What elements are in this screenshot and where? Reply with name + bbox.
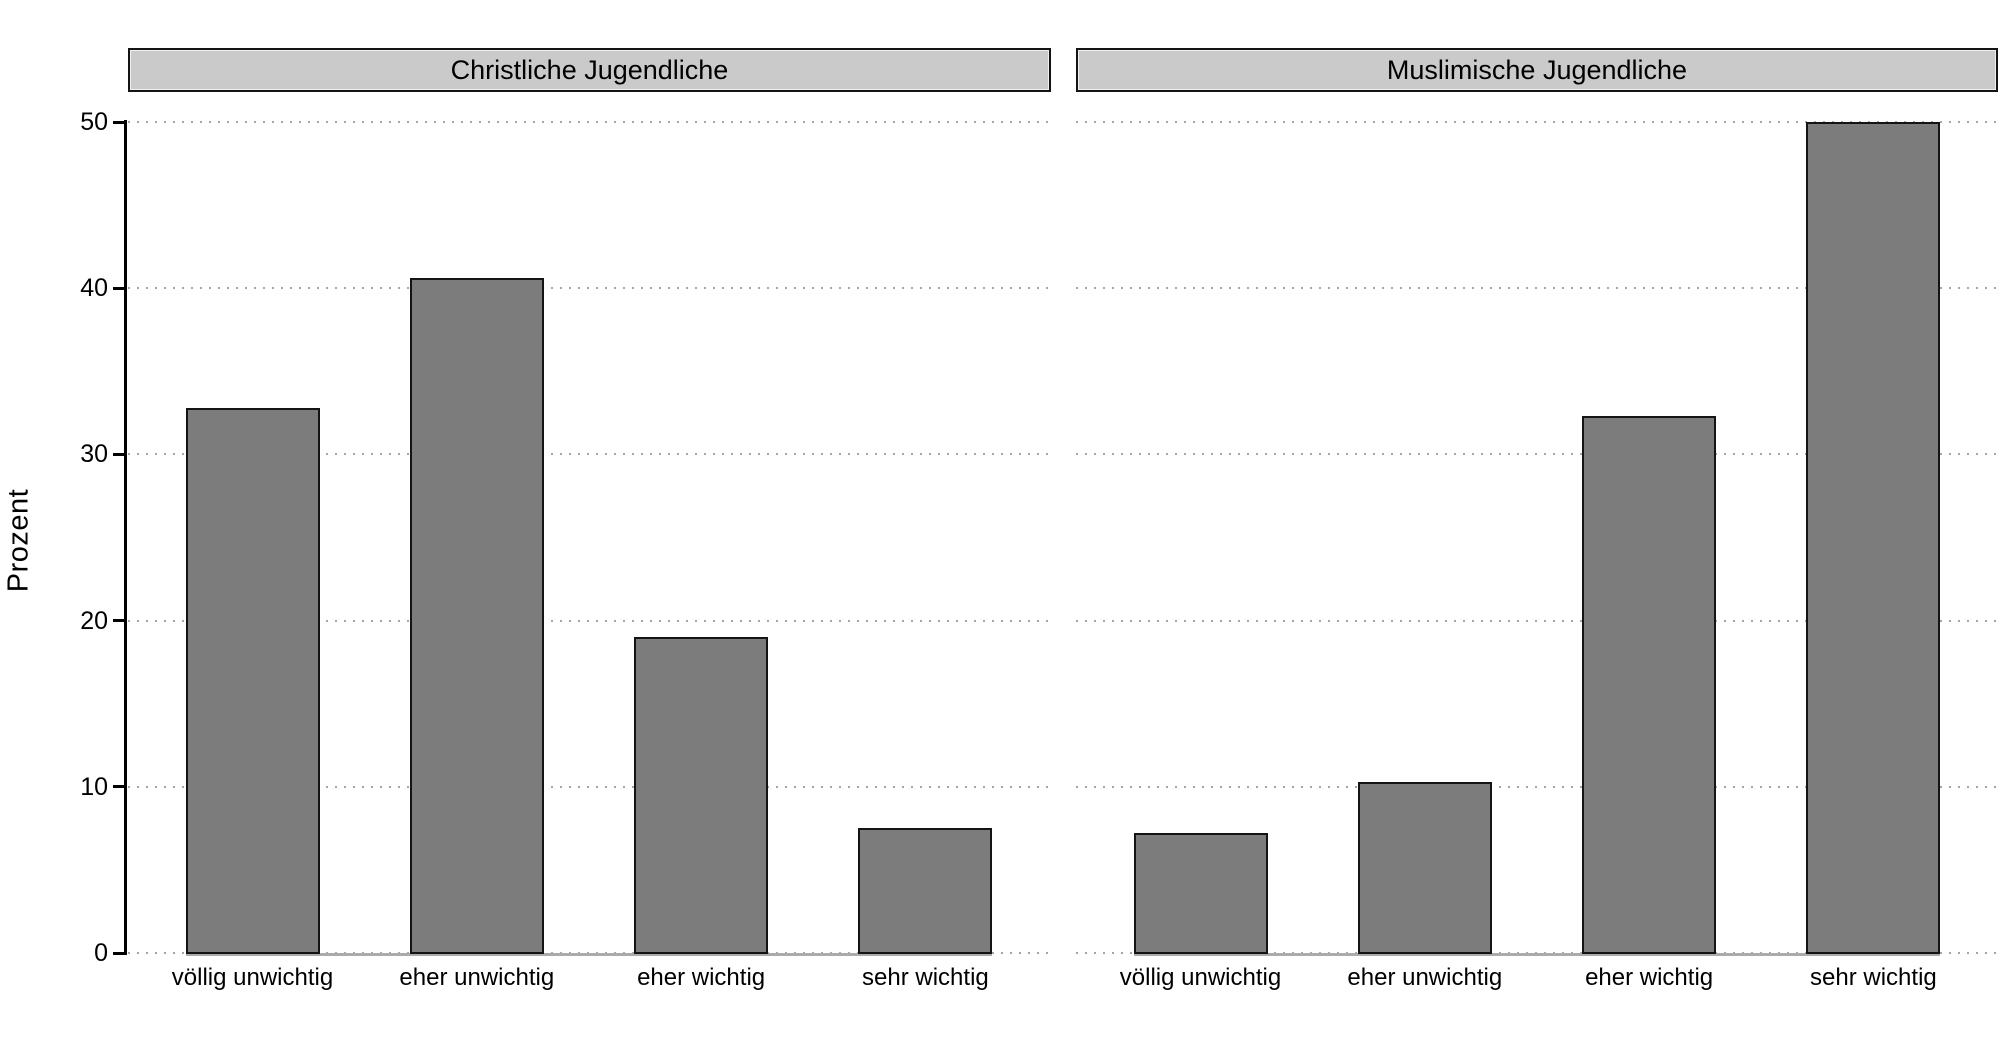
y-tick-label: 40	[80, 274, 108, 303]
baseline	[185, 953, 993, 956]
bar	[858, 828, 993, 954]
bar-category-label: eher wichtig	[637, 964, 766, 991]
bar	[1357, 781, 1492, 954]
y-tick-label: 20	[80, 606, 108, 635]
bar	[1133, 833, 1268, 954]
y-axis-title: Prozent	[2, 488, 35, 593]
panel-title: Christliche Jugendliche	[450, 54, 729, 85]
bar-category-label: sehr wichtig	[1810, 964, 1937, 991]
grid-line	[1076, 785, 1998, 788]
panel-title: Muslimische Jugendliche	[1386, 54, 1688, 85]
grid-line	[1076, 619, 1998, 622]
bar	[1806, 122, 1941, 954]
y-tick	[113, 286, 125, 290]
bar-category-label: eher unwichtig	[399, 964, 555, 991]
grid-line	[128, 287, 1051, 290]
bar-category-label: eher unwichtig	[1347, 964, 1503, 991]
y-tick-label: 10	[80, 772, 108, 801]
y-tick	[113, 785, 125, 789]
y-tick-label: 30	[80, 440, 108, 469]
baseline	[1133, 953, 1941, 956]
grid-line	[128, 453, 1051, 456]
y-tick-label: 50	[80, 108, 108, 136]
y-tick	[113, 452, 125, 456]
panel-header: Christliche Jugendliche	[128, 48, 1051, 92]
grid-line	[128, 785, 1051, 788]
y-tick	[113, 120, 125, 124]
bar	[185, 407, 320, 954]
bar	[634, 637, 769, 954]
grid-line	[1076, 121, 1998, 123]
grid-line	[1076, 453, 1998, 456]
grid-line	[1076, 287, 1998, 290]
bar	[409, 278, 544, 954]
bar-category-label: völlig unwichtig	[1119, 964, 1282, 991]
panel-header: Muslimische Jugendliche	[1076, 48, 1998, 92]
bar-category-label: völlig unwichtig	[171, 964, 334, 991]
grid-line	[128, 619, 1051, 622]
y-tick-label: 0	[94, 939, 108, 967]
bar-category-label: sehr wichtig	[862, 964, 989, 991]
y-tick	[113, 951, 125, 955]
bar	[1582, 416, 1717, 954]
y-axis-line	[124, 120, 127, 955]
y-tick	[113, 619, 125, 623]
grid-line	[128, 121, 1051, 123]
bar-category-label: eher wichtig	[1585, 964, 1714, 991]
